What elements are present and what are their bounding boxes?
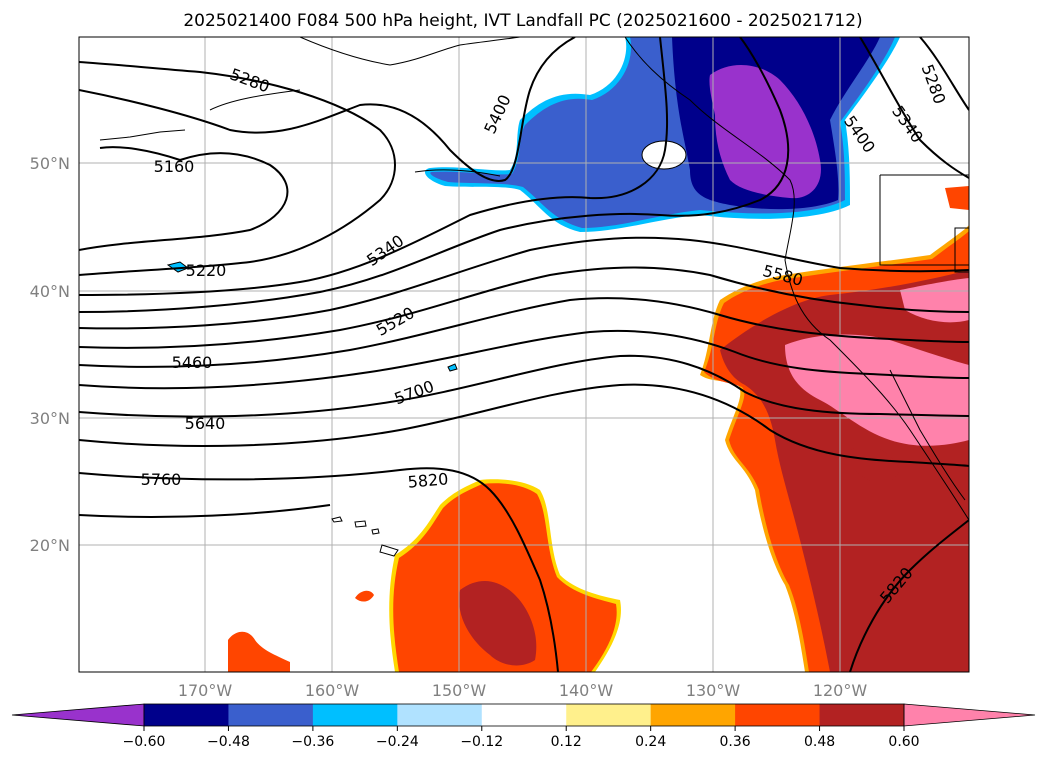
contour-label: 5640 [185,414,226,433]
colorbar-tick-label: −0.24 [376,734,419,750]
lat-tick-label: 50°N [30,154,70,173]
map-title: 2025021400 F084 500 hPa height, IVT Land… [183,11,862,31]
lon-tick-label: 170°W [178,681,233,700]
contour-label: 5760 [141,470,182,489]
colorbar: −0.60 −0.48 −0.36 −0.24 −0.12 0.12 0.24 0.36 0.4… [11,703,1036,750]
colorbar-tick-label: −0.12 [460,734,503,750]
lat-tick-label: 40°N [30,282,70,301]
coastlines [99,37,969,557]
height-contours [79,37,969,672]
lon-tick-label: 140°W [559,681,614,700]
map-area: 5160 5220 5280 5340 5400 5460 5520 5580 … [79,37,969,672]
lat-tick-labels: 20°N 30°N 40°N 50°N [30,154,70,555]
lon-tick-label: 150°W [432,681,487,700]
lon-tick-label: 160°W [305,681,360,700]
colorbar-segment [819,704,905,726]
colorbar-segment [650,704,736,726]
colorbar-tick-label: −0.60 [123,734,166,750]
colorbar-tick-label: 0.60 [888,734,919,750]
colorbar-segment [397,704,483,726]
colorbar-segment [144,704,229,726]
contour-label: 5820 [407,469,449,491]
negative-pc-shading [168,37,900,371]
colorbar-segment [735,704,821,726]
positive-pc-shading-south [228,479,621,672]
lat-tick-label: 30°N [30,409,70,428]
lat-tick-label: 20°N [30,536,70,555]
lon-tick-label: 130°W [686,681,741,700]
lon-tick-labels: 170°W 160°W 150°W 140°W 130°W 120°W [178,681,868,700]
colorbar-segment [481,704,567,726]
colorbar-segment [312,704,398,726]
contour-label: 5460 [172,353,213,372]
colorbar-max-extension [903,703,1036,727]
colorbar-tick-label: −0.36 [291,734,334,750]
colorbar-tick-label: 0.48 [804,734,835,750]
colorbar-segment [566,704,652,726]
contour-label: 5160 [154,157,195,176]
map-frame [78,36,970,673]
contour-label: 5220 [186,261,227,280]
colorbar-tick-label: −0.48 [207,734,250,750]
colorbar-segment [228,704,314,726]
colorbar-outline [143,703,905,727]
colorbar-tick-label: 0.36 [720,734,751,750]
positive-pc-shading-east [700,186,969,672]
colorbar-tick-label: 0.12 [551,734,582,750]
lon-tick-label: 120°W [813,681,868,700]
colorbar-tick-label: 0.24 [635,734,666,750]
colorbar-min-extension [11,703,145,727]
